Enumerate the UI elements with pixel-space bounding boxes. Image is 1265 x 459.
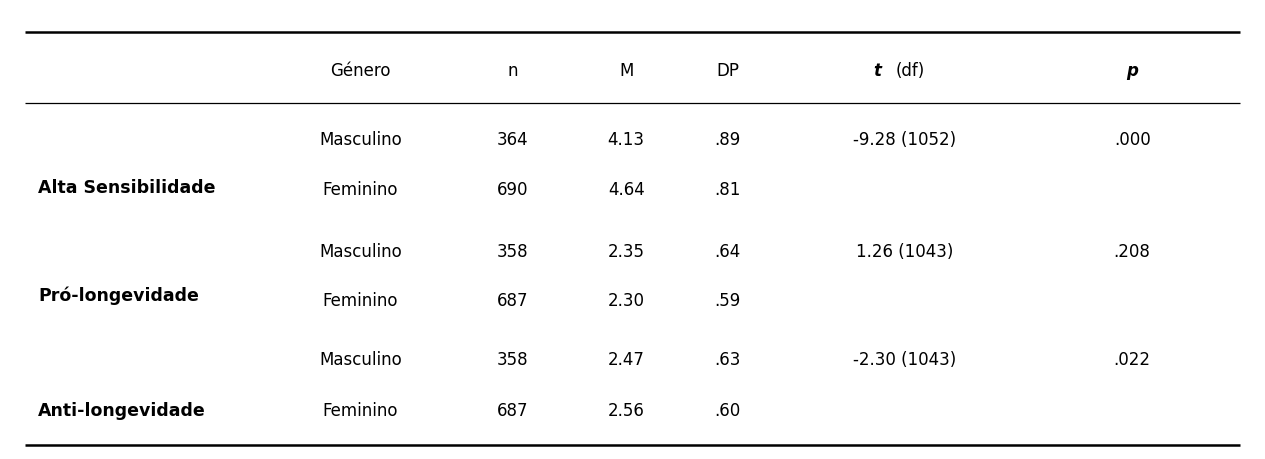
Text: -2.30 (1043): -2.30 (1043) <box>853 351 956 369</box>
Text: .022: .022 <box>1113 351 1151 369</box>
Text: Género: Género <box>330 62 391 80</box>
Text: n: n <box>507 62 517 80</box>
Text: Alta Sensibilidade: Alta Sensibilidade <box>38 179 215 197</box>
Text: .208: .208 <box>1113 243 1151 262</box>
Text: 358: 358 <box>496 351 529 369</box>
Text: .89: .89 <box>715 131 740 149</box>
Text: Feminino: Feminino <box>323 291 398 310</box>
Text: 687: 687 <box>497 291 528 310</box>
Text: .59: .59 <box>715 291 740 310</box>
Text: Masculino: Masculino <box>319 131 402 149</box>
Text: 2.30: 2.30 <box>607 291 645 310</box>
Text: Masculino: Masculino <box>319 243 402 262</box>
Text: 4.13: 4.13 <box>607 131 645 149</box>
Text: Pró-longevidade: Pró-longevidade <box>38 287 199 305</box>
Text: Masculino: Masculino <box>319 351 402 369</box>
Text: 2.56: 2.56 <box>607 402 645 420</box>
Text: Anti-longevidade: Anti-longevidade <box>38 402 206 420</box>
Text: t: t <box>873 62 880 80</box>
Text: DP: DP <box>716 62 739 80</box>
Text: .63: .63 <box>715 351 740 369</box>
Text: 2.47: 2.47 <box>607 351 645 369</box>
Text: Feminino: Feminino <box>323 402 398 420</box>
Text: .60: .60 <box>715 402 740 420</box>
Text: Feminino: Feminino <box>323 181 398 200</box>
Text: 358: 358 <box>496 243 529 262</box>
Text: (df): (df) <box>896 62 925 80</box>
Text: .64: .64 <box>715 243 740 262</box>
Text: .000: .000 <box>1113 131 1151 149</box>
Text: -9.28 (1052): -9.28 (1052) <box>853 131 956 149</box>
Text: 364: 364 <box>496 131 529 149</box>
Text: .81: .81 <box>715 181 740 200</box>
Text: 1.26 (1043): 1.26 (1043) <box>856 243 953 262</box>
Text: 4.64: 4.64 <box>607 181 645 200</box>
Text: M: M <box>619 62 634 80</box>
Text: 690: 690 <box>497 181 528 200</box>
Text: p: p <box>1126 62 1138 80</box>
Text: 2.35: 2.35 <box>607 243 645 262</box>
Text: 687: 687 <box>497 402 528 420</box>
